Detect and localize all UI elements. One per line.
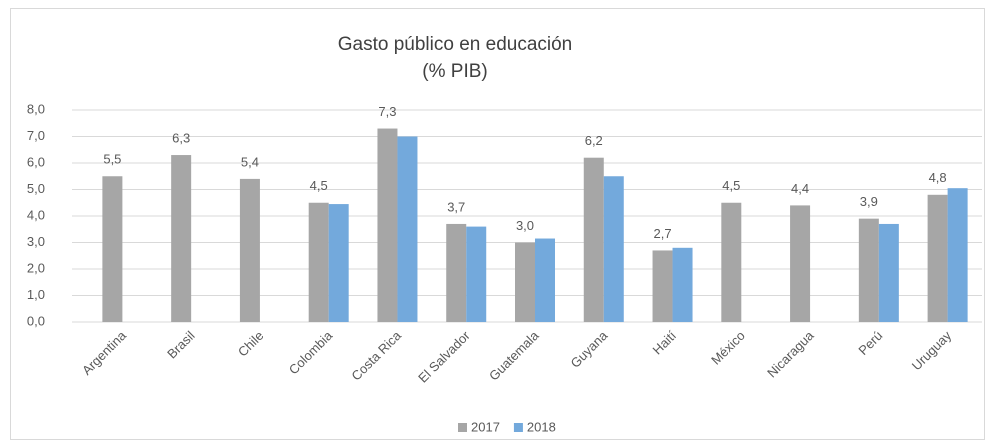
legend-label: 2018 bbox=[527, 419, 556, 434]
bar bbox=[446, 223, 467, 322]
bar bbox=[397, 136, 418, 322]
bar bbox=[858, 218, 879, 322]
data-label: 2,7 bbox=[653, 226, 671, 241]
y-tick-label: 2,0 bbox=[27, 260, 45, 275]
bar bbox=[308, 202, 329, 322]
bar bbox=[652, 250, 673, 322]
data-label: 6,3 bbox=[172, 130, 190, 145]
bar bbox=[171, 155, 192, 322]
data-label: 5,4 bbox=[241, 154, 259, 169]
data-label: 3,7 bbox=[447, 199, 465, 214]
bar bbox=[328, 204, 349, 322]
legend-swatch bbox=[458, 423, 467, 432]
chart-subtitle: (% PIB) bbox=[422, 61, 487, 82]
legend-swatch bbox=[513, 423, 523, 432]
bar bbox=[878, 223, 899, 322]
bar bbox=[515, 242, 535, 322]
bar bbox=[466, 226, 487, 322]
data-label: 3,9 bbox=[860, 194, 878, 209]
data-label: 4,5 bbox=[310, 178, 328, 193]
bar bbox=[927, 194, 948, 322]
y-tick-label: 5,0 bbox=[27, 181, 45, 196]
chart-title: Gasto público en educación bbox=[338, 34, 573, 55]
y-tick-label: 7,0 bbox=[27, 128, 45, 143]
data-label: 6,2 bbox=[585, 133, 603, 148]
bar bbox=[102, 176, 123, 322]
bar bbox=[790, 205, 811, 322]
y-tick-label: 0,0 bbox=[27, 313, 45, 328]
data-label: 3,0 bbox=[516, 218, 534, 233]
data-label: 7,3 bbox=[378, 104, 396, 119]
bar bbox=[535, 238, 555, 322]
bar bbox=[947, 188, 968, 322]
y-tick-label: 3,0 bbox=[27, 234, 45, 249]
legend-label: 2017 bbox=[471, 419, 500, 434]
data-label: 5,5 bbox=[103, 152, 121, 167]
data-label: 4,8 bbox=[929, 170, 947, 185]
y-tick-label: 1,0 bbox=[27, 287, 45, 302]
bar bbox=[239, 178, 260, 322]
y-tick-label: 6,0 bbox=[27, 154, 45, 169]
data-label: 4,4 bbox=[791, 181, 809, 196]
bar bbox=[603, 176, 624, 322]
bar bbox=[672, 247, 693, 322]
bar bbox=[377, 128, 398, 322]
y-tick-label: 4,0 bbox=[27, 207, 45, 222]
bar bbox=[583, 157, 604, 322]
y-tick-label: 8,0 bbox=[27, 101, 45, 116]
bar bbox=[721, 202, 742, 322]
data-label: 4,5 bbox=[722, 178, 740, 193]
